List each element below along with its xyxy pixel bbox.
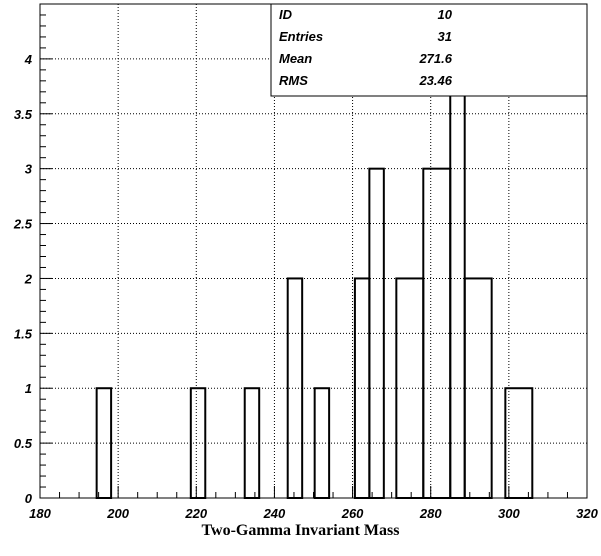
axis-ticks xyxy=(39,3,588,499)
x-tick-label: 280 xyxy=(419,506,442,521)
x-tick-label: 300 xyxy=(498,506,520,521)
y-tick-label: 1 xyxy=(25,381,32,396)
histogram-bins xyxy=(95,57,534,500)
stat-label: RMS xyxy=(279,73,308,88)
y-tick-label: 3.5 xyxy=(14,107,33,122)
y-tick-label: 2.5 xyxy=(13,217,33,232)
x-tick-label: 240 xyxy=(263,506,286,521)
x-tick-label: 220 xyxy=(184,506,207,521)
y-tick-labels: 0 0.5 1 1.5 2 2.5 3 3.5 4 xyxy=(13,52,33,506)
stat-value: 31 xyxy=(438,29,452,44)
stat-label: ID xyxy=(279,7,293,22)
x-tick-labels: 180 200 220 240 260 280 300 320 xyxy=(29,506,598,521)
y-tick-label: 1.5 xyxy=(14,326,33,341)
x-tick-label: 180 xyxy=(29,506,51,521)
histogram-bin xyxy=(189,387,207,500)
stat-value: 271.6 xyxy=(418,51,452,66)
stat-value: 10 xyxy=(438,7,453,22)
y-tick-label: 0 xyxy=(25,491,33,506)
x-axis-title: Two-Gamma Invariant Mass xyxy=(201,522,400,539)
y-tick-label: 0.5 xyxy=(14,436,33,451)
y-tick-label: 4 xyxy=(24,52,33,67)
y-tick-label: 2 xyxy=(24,271,33,286)
histogram-bin xyxy=(504,387,534,500)
stats-box-frame xyxy=(270,3,588,97)
stat-label: Mean xyxy=(279,51,312,66)
x-tick-label: 260 xyxy=(341,506,364,521)
x-tick-label: 320 xyxy=(576,506,598,521)
stats-box: ID 10 Entries 31 Mean 271.6 RMS 23.46 xyxy=(270,3,588,97)
stat-value: 23.46 xyxy=(418,73,452,88)
stat-label: Entries xyxy=(279,29,323,44)
histogram-bin xyxy=(243,387,261,500)
y-tick-label: 3 xyxy=(25,162,33,177)
x-tick-label: 200 xyxy=(106,506,129,521)
